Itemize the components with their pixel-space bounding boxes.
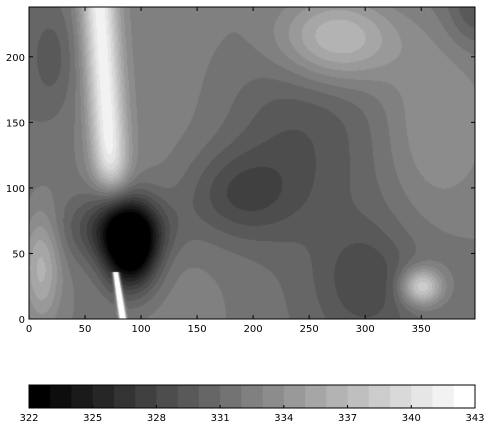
y-tick-label: 200	[6, 53, 25, 64]
plot-frame	[28, 6, 476, 320]
colorbar-tick-label: 334	[274, 413, 293, 424]
x-tick-label: 0	[26, 324, 32, 335]
colorbar-segment	[92, 385, 115, 408]
x-tick-label: 350	[412, 324, 431, 335]
x-tick-label: 100	[132, 324, 151, 335]
colorbar-tick-label: 340	[402, 413, 421, 424]
colorbar-segment	[198, 385, 221, 408]
x-tick-label: 150	[188, 324, 207, 335]
colorbar-segment	[305, 385, 327, 408]
colorbar-segment	[220, 385, 242, 408]
x-tick-label: 250	[300, 324, 319, 335]
colorbar-tick-label: 337	[338, 413, 357, 424]
y-tick-label: 150	[6, 118, 25, 129]
colorbar-segment	[432, 385, 455, 408]
colorbar-segment	[177, 385, 200, 408]
x-tick-label: 200	[244, 324, 263, 335]
colorbar-segment	[262, 385, 285, 408]
colorbar-segment	[113, 385, 136, 408]
colorbar-segment	[156, 385, 179, 408]
colorbar: 322 325 328 331 334 337 340 343	[19, 384, 485, 424]
contour-plot	[28, 6, 476, 320]
y-tick-label: 50	[12, 249, 25, 260]
colorbar-frame	[28, 384, 476, 409]
colorbar-segment	[453, 385, 476, 408]
colorbar-segment	[390, 385, 412, 408]
colorbar-tick-label: 343	[465, 413, 484, 424]
y-axis: 0 50 100 150 200	[6, 53, 475, 326]
colorbar-segment	[50, 385, 72, 408]
colorbar-segment	[347, 385, 370, 408]
colorbar-segment	[283, 385, 306, 408]
colorbar-segment	[326, 385, 349, 408]
colorbar-tick-label: 325	[83, 413, 102, 424]
colorbar-tick-label: 322	[19, 413, 38, 424]
colorbar-segment	[368, 385, 391, 408]
x-tick-label: 50	[79, 324, 92, 335]
y-tick-label: 100	[6, 184, 25, 195]
x-axis: 0 50 100 150 200 250 300 350	[26, 7, 431, 335]
colorbar-segment	[29, 385, 51, 408]
colorbar-segment	[135, 385, 157, 408]
colorbar-tick-label: 331	[211, 413, 230, 424]
contour-field	[29, 7, 475, 319]
x-tick-label: 300	[356, 324, 375, 335]
colorbar-segment	[241, 385, 264, 408]
colorbar-tick-label: 328	[147, 413, 166, 424]
y-tick-label: 0	[19, 315, 25, 326]
colorbar-segment	[411, 385, 434, 408]
colorbar-segment	[71, 385, 94, 408]
